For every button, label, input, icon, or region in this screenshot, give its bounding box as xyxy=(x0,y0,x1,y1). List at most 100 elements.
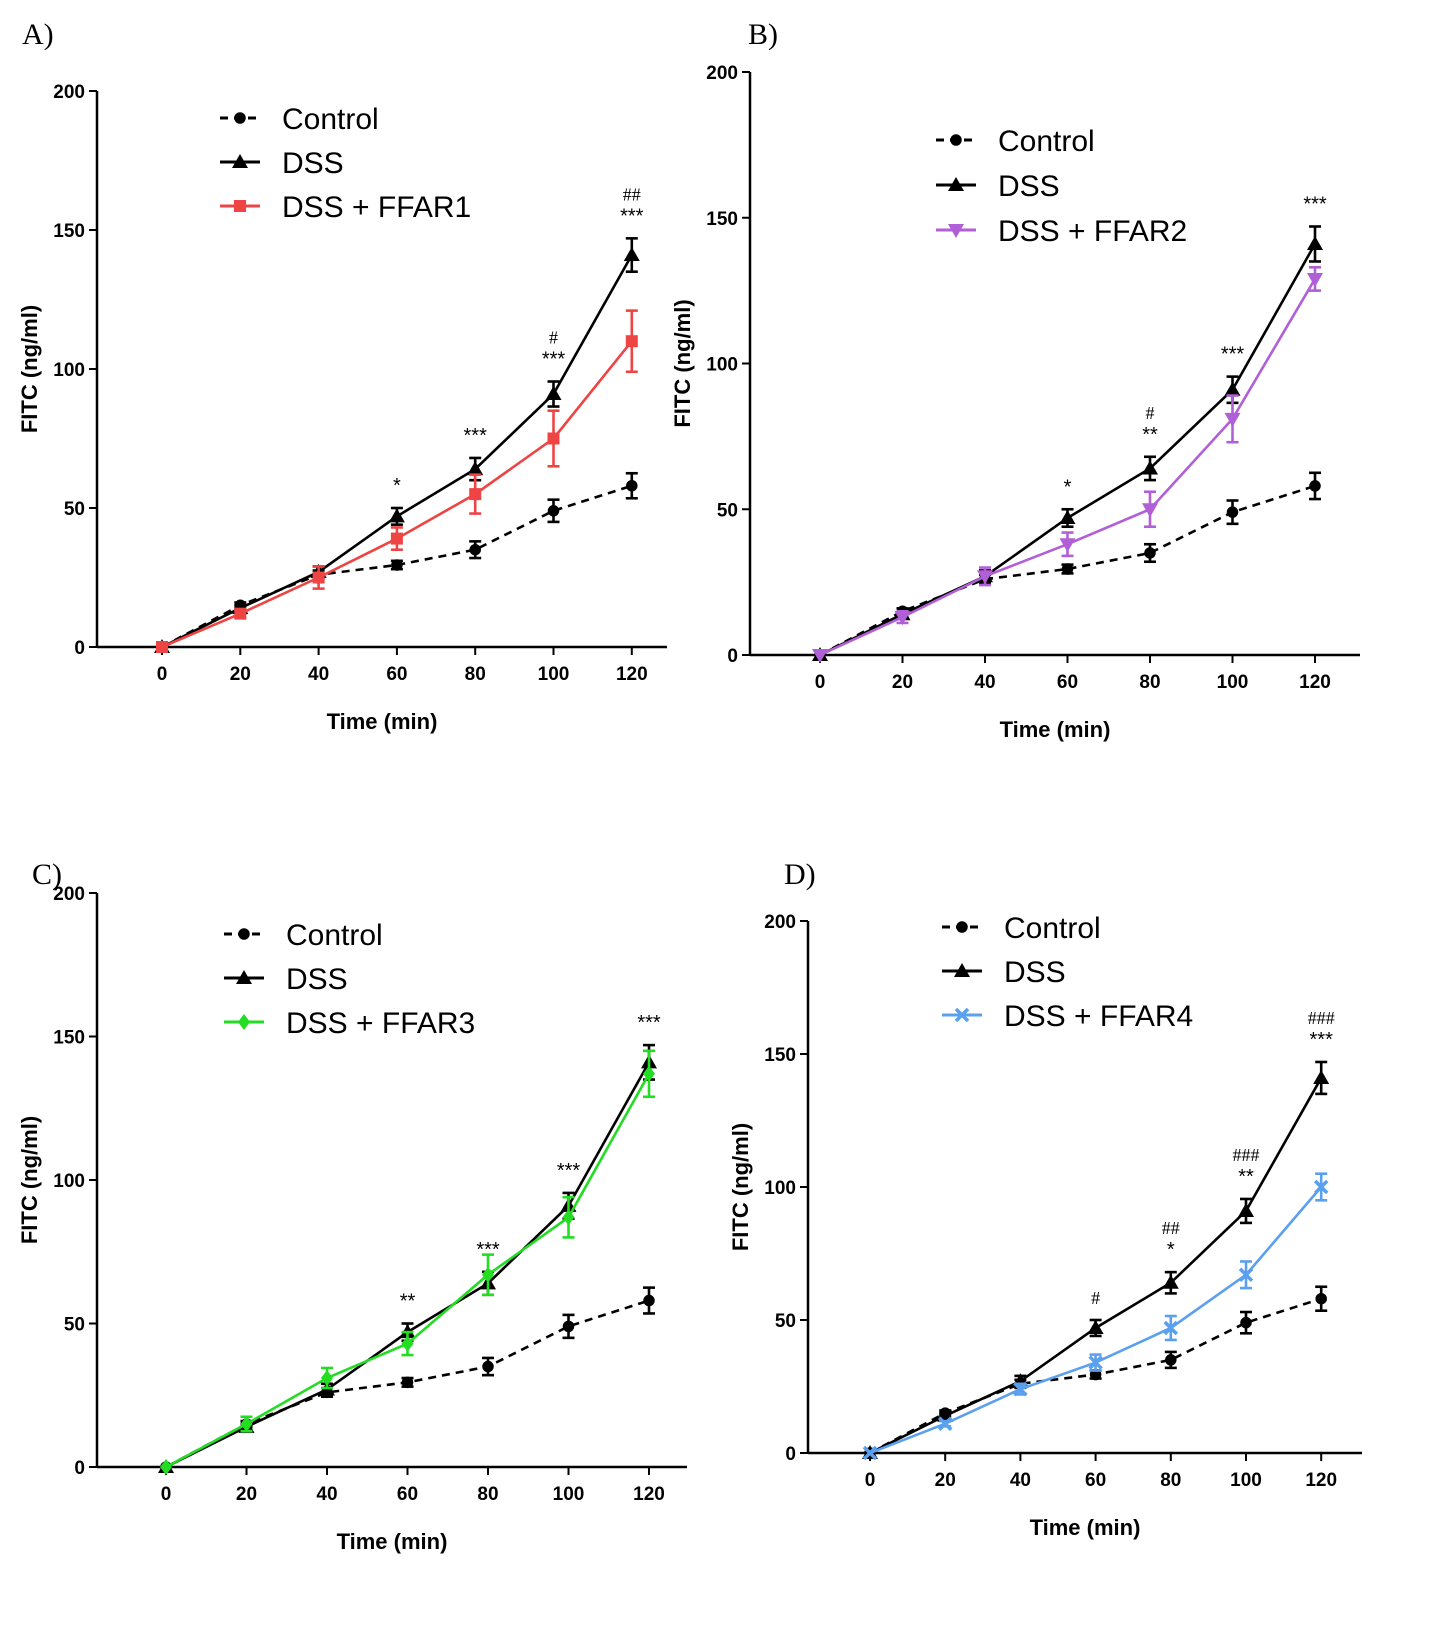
data-point xyxy=(977,570,993,585)
legend-entry: DSS xyxy=(224,963,348,996)
x-tick-label: 80 xyxy=(465,664,486,685)
legend-marker xyxy=(238,1014,250,1030)
data-point xyxy=(1013,1381,1028,1397)
y-tick-label: 200 xyxy=(53,82,85,103)
data-point xyxy=(547,505,560,517)
significance-stars: *** xyxy=(557,1160,581,1182)
data-point xyxy=(1224,412,1241,427)
y-tick-label: 50 xyxy=(717,500,738,521)
x-tick-label: 60 xyxy=(386,664,407,685)
y-tick-label: 100 xyxy=(764,1178,796,1199)
y-tick-label: 50 xyxy=(775,1311,796,1332)
data-point xyxy=(623,247,640,262)
significance-stars: * xyxy=(1167,1239,1175,1261)
x-tick-label: 0 xyxy=(815,672,826,693)
data-point xyxy=(1313,1069,1330,1084)
data-point xyxy=(1144,547,1156,559)
data-point xyxy=(390,532,403,545)
data-point xyxy=(401,1335,414,1352)
x-tick-label: 40 xyxy=(974,672,995,693)
legend-label: DSS xyxy=(282,147,344,180)
y-tick-label: 0 xyxy=(74,1458,85,1479)
data-point xyxy=(482,1266,494,1283)
legend-marker xyxy=(234,112,246,124)
data-point xyxy=(562,1209,575,1226)
y-tick-label: 100 xyxy=(706,355,738,376)
series-control xyxy=(160,1286,655,1473)
legend-label: Control xyxy=(1004,912,1101,945)
data-point xyxy=(1224,381,1241,396)
y-tick-label: 200 xyxy=(53,884,85,905)
legend-marker xyxy=(950,134,962,146)
data-point xyxy=(160,1459,172,1475)
significance-stars: *** xyxy=(1303,193,1327,215)
y-tick-label: 150 xyxy=(53,1028,85,1049)
data-point xyxy=(1061,563,1074,575)
legend-entry: DSS + FFAR2 xyxy=(936,215,1187,248)
legend-label: Control xyxy=(286,919,383,952)
x-tick-label: 80 xyxy=(1139,672,1160,693)
significance-stars: *** xyxy=(476,1239,500,1261)
x-axis-title: Time (min) xyxy=(337,1529,448,1554)
legend-label: DSS xyxy=(1004,956,1066,989)
data-point-stroke xyxy=(1238,1267,1254,1283)
data-point xyxy=(467,461,484,476)
data-point xyxy=(562,1320,575,1333)
y-tick-label: 0 xyxy=(785,1444,796,1465)
legend-marker xyxy=(948,224,964,238)
legend-entry: DSS + FFAR3 xyxy=(224,1007,475,1040)
x-tick-label: 40 xyxy=(1010,1470,1031,1491)
data-point xyxy=(1313,1179,1329,1195)
data-point xyxy=(401,1376,414,1389)
x-tick-label: 40 xyxy=(308,664,329,685)
data-point xyxy=(643,1065,655,1082)
data-point xyxy=(1163,1320,1179,1336)
series-dss xyxy=(154,237,640,653)
data-point xyxy=(1238,1267,1254,1283)
legend-label: DSS xyxy=(998,170,1060,203)
y-tick-label: 50 xyxy=(64,1315,85,1336)
y-tick-label: 150 xyxy=(53,221,85,242)
y-tick-label: 150 xyxy=(706,209,738,230)
series-dss xyxy=(812,225,1323,661)
series-control xyxy=(864,1285,1328,1459)
panel-label: B) xyxy=(748,18,778,51)
x-axis-title: Time (min) xyxy=(327,709,438,734)
series-dss-ffar3 xyxy=(160,1049,655,1475)
legend-marker xyxy=(954,1007,970,1023)
data-point xyxy=(626,480,638,492)
significance-hash: # xyxy=(549,328,558,348)
significance-hash: # xyxy=(1146,403,1155,423)
data-point xyxy=(1087,1319,1104,1334)
legend-label: Control xyxy=(282,103,379,136)
data-point xyxy=(812,649,828,663)
significance-hash: # xyxy=(1091,1288,1100,1308)
significance-hash: ### xyxy=(1233,1145,1260,1165)
y-tick-label: 50 xyxy=(64,499,85,520)
legend-entry: DSS xyxy=(936,170,1060,203)
x-tick-label: 120 xyxy=(633,1484,665,1505)
significance-hash: ## xyxy=(623,184,641,204)
data-point xyxy=(1226,506,1239,518)
data-point xyxy=(643,1294,655,1307)
y-tick-label: 100 xyxy=(53,360,85,381)
legend-marker xyxy=(948,177,964,191)
x-tick-label: 20 xyxy=(935,1470,956,1491)
data-point xyxy=(937,1416,953,1431)
chart-panel-c: C) 0 50 100 150 200 0 20 40 60 80 100 120 Time (min) F… xyxy=(17,858,687,1554)
data-point xyxy=(1088,1355,1103,1370)
data-point xyxy=(545,386,562,401)
x-tick-label: 60 xyxy=(397,1484,418,1505)
data-point-stroke xyxy=(937,1416,953,1431)
legend-label: DSS + FFAR1 xyxy=(282,191,471,224)
x-tick-label: 100 xyxy=(1217,672,1249,693)
x-tick-label: 80 xyxy=(477,1484,498,1505)
series-dss xyxy=(158,1043,657,1473)
data-point xyxy=(1142,503,1158,518)
x-tick-label: 120 xyxy=(616,664,648,685)
data-point xyxy=(547,432,560,445)
data-point xyxy=(1162,1274,1179,1289)
data-point xyxy=(625,335,638,348)
series-line xyxy=(819,243,1317,657)
